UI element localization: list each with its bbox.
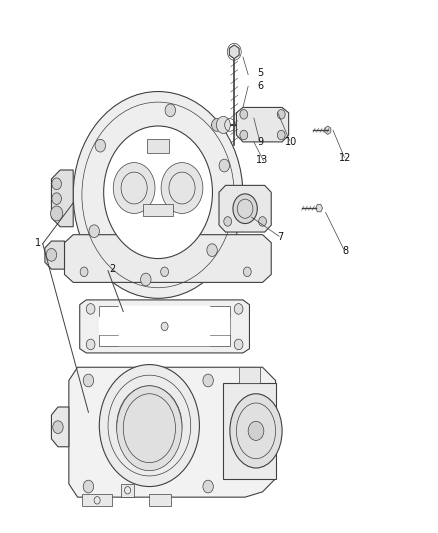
Circle shape xyxy=(161,163,203,214)
Text: 13: 13 xyxy=(256,156,268,165)
Polygon shape xyxy=(80,300,250,353)
Circle shape xyxy=(113,163,155,214)
Circle shape xyxy=(233,194,257,223)
Bar xyxy=(82,495,113,506)
Circle shape xyxy=(165,104,176,117)
Text: 2: 2 xyxy=(109,264,116,274)
Polygon shape xyxy=(316,205,322,212)
Circle shape xyxy=(46,248,57,261)
Circle shape xyxy=(161,322,168,330)
Circle shape xyxy=(248,421,264,440)
Polygon shape xyxy=(325,126,331,134)
Circle shape xyxy=(240,110,248,119)
Polygon shape xyxy=(210,317,230,335)
Circle shape xyxy=(52,178,61,190)
Circle shape xyxy=(50,206,63,221)
Circle shape xyxy=(277,110,285,119)
Circle shape xyxy=(95,139,106,152)
Polygon shape xyxy=(99,306,230,346)
Circle shape xyxy=(234,304,243,314)
Circle shape xyxy=(80,267,88,277)
Polygon shape xyxy=(99,317,119,335)
Circle shape xyxy=(240,130,248,140)
Circle shape xyxy=(86,339,95,350)
Circle shape xyxy=(52,193,61,205)
Polygon shape xyxy=(51,170,73,227)
Text: 12: 12 xyxy=(339,153,351,163)
Circle shape xyxy=(258,216,266,226)
Circle shape xyxy=(89,225,99,238)
Ellipse shape xyxy=(230,394,282,468)
Polygon shape xyxy=(239,367,260,383)
Polygon shape xyxy=(51,407,69,447)
Circle shape xyxy=(104,126,212,259)
Circle shape xyxy=(141,273,151,286)
Polygon shape xyxy=(45,241,64,269)
Ellipse shape xyxy=(117,386,182,471)
Circle shape xyxy=(203,480,213,493)
Bar xyxy=(149,495,171,506)
Polygon shape xyxy=(237,108,289,142)
Circle shape xyxy=(73,92,243,298)
Polygon shape xyxy=(230,45,239,59)
Polygon shape xyxy=(223,383,276,479)
Circle shape xyxy=(244,267,251,277)
Bar xyxy=(143,205,173,216)
Circle shape xyxy=(212,118,222,131)
Circle shape xyxy=(53,421,63,433)
Text: 5: 5 xyxy=(257,68,264,78)
Circle shape xyxy=(86,304,95,314)
Polygon shape xyxy=(119,306,210,346)
Text: 10: 10 xyxy=(285,137,297,147)
Circle shape xyxy=(203,374,213,387)
Polygon shape xyxy=(219,185,271,232)
Circle shape xyxy=(247,197,266,220)
Text: 7: 7 xyxy=(277,232,283,243)
Text: 9: 9 xyxy=(257,137,263,147)
Text: 6: 6 xyxy=(257,81,263,91)
Circle shape xyxy=(161,267,169,277)
Circle shape xyxy=(234,339,243,350)
Circle shape xyxy=(219,159,230,172)
Text: 8: 8 xyxy=(342,246,348,256)
Circle shape xyxy=(83,480,94,493)
Circle shape xyxy=(99,365,199,487)
Bar xyxy=(147,139,169,152)
Circle shape xyxy=(277,130,285,140)
Circle shape xyxy=(207,244,217,256)
Polygon shape xyxy=(64,235,271,282)
Text: 1: 1 xyxy=(35,238,42,248)
Polygon shape xyxy=(243,190,269,227)
Circle shape xyxy=(224,216,232,226)
Polygon shape xyxy=(69,367,276,497)
Circle shape xyxy=(83,374,94,387)
Bar xyxy=(121,484,134,497)
Circle shape xyxy=(216,116,230,133)
